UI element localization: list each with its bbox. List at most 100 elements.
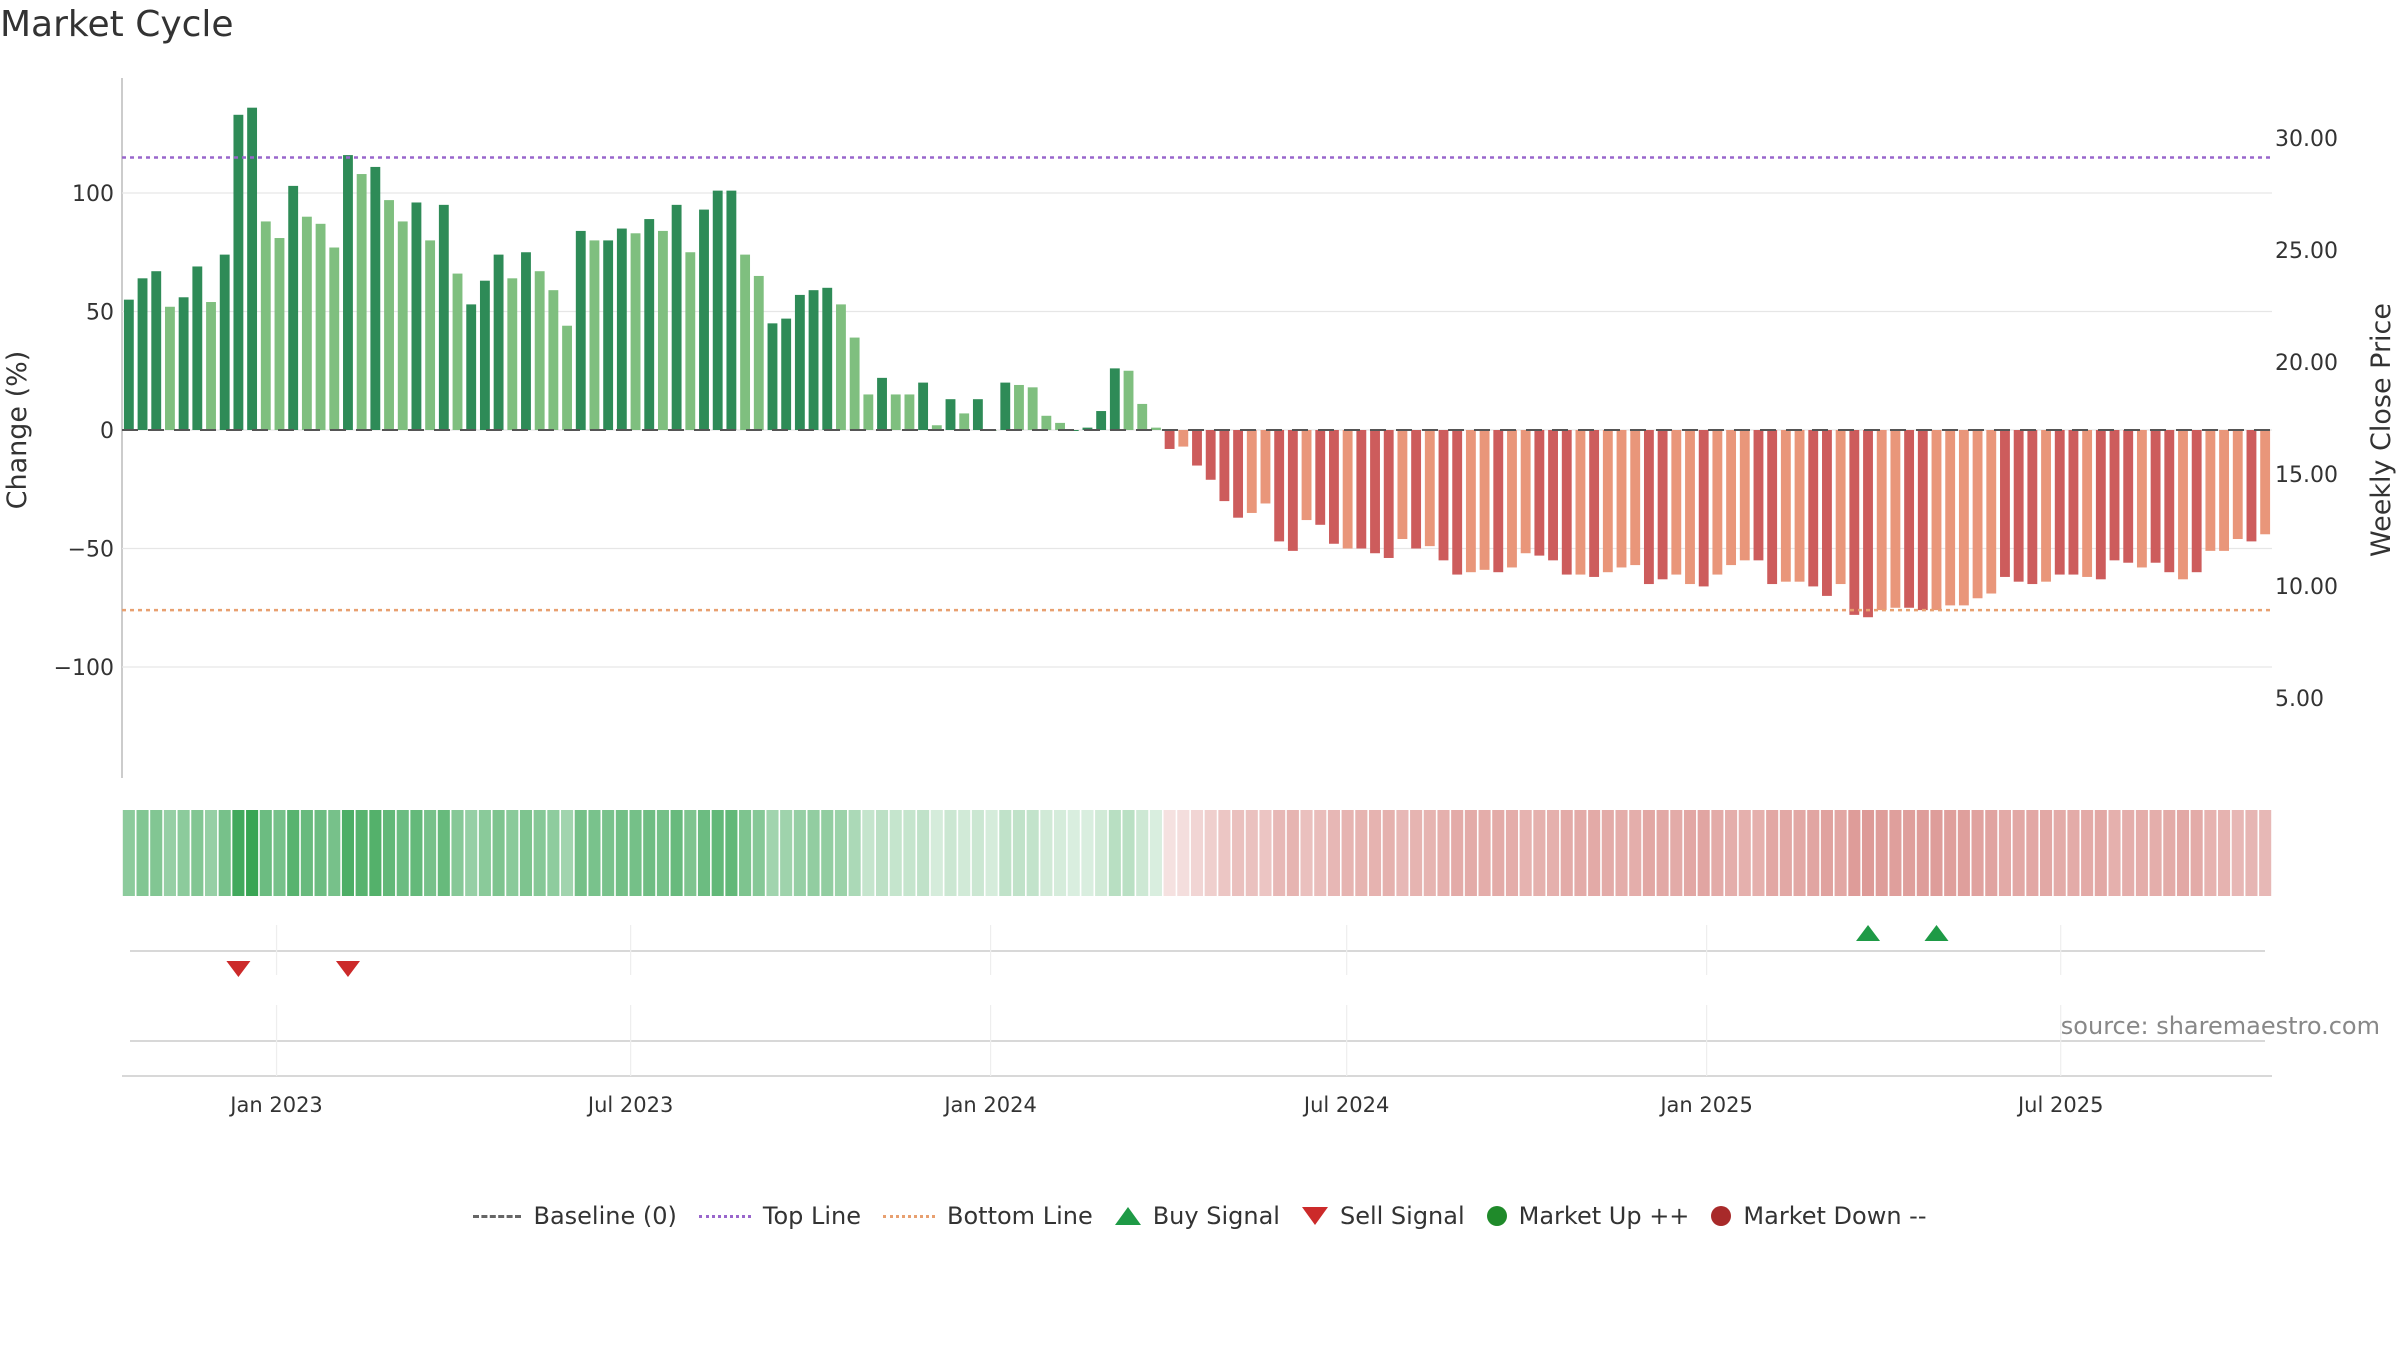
strip-cell: [1163, 810, 1176, 896]
strip-cell: [2053, 810, 2066, 896]
strip-cell: [2190, 810, 2203, 896]
bar: [863, 394, 874, 430]
bar: [2205, 430, 2216, 551]
strip-cell: [1204, 810, 1217, 896]
bar: [1027, 387, 1038, 430]
strip-cell: [2135, 810, 2148, 896]
bar: [918, 382, 929, 430]
bar: [1945, 430, 1956, 606]
bar: [1739, 430, 1750, 561]
bar: [521, 252, 531, 430]
source-credit: source: sharemaestro.com: [2060, 1012, 2380, 1040]
sell-signal-marker: [226, 961, 251, 977]
strip-cell: [1410, 810, 1423, 896]
strip-cell: [2204, 810, 2217, 896]
bar: [2178, 430, 2188, 580]
strip-cell: [848, 810, 861, 896]
strip-cell: [629, 810, 642, 896]
bar: [904, 394, 915, 430]
strip-cell: [793, 810, 806, 896]
strip-cell: [1136, 810, 1149, 896]
strip-cell: [1670, 810, 1683, 896]
bar: [1698, 430, 1709, 587]
bar: [2232, 430, 2243, 540]
strip-cell: [985, 810, 998, 896]
strip-cell: [670, 810, 683, 896]
strip-cell: [246, 810, 259, 896]
strip-cell: [875, 810, 889, 896]
bar: [1411, 430, 1422, 549]
strip-cell: [971, 810, 984, 896]
strip-cell: [2176, 810, 2190, 896]
strip-cell: [1766, 810, 1779, 896]
strip-cell: [862, 810, 875, 896]
strip-cell: [2245, 810, 2258, 896]
bar: [1712, 430, 1723, 575]
legend-item-bottom-line: Bottom Line: [883, 1202, 1093, 1230]
bar: [972, 399, 983, 430]
strip-cell: [300, 810, 313, 896]
bar: [945, 399, 956, 430]
bar: [2027, 430, 2038, 585]
legend-label-market-down: Market Down --: [1743, 1202, 1927, 1230]
strip-cell: [191, 810, 204, 896]
bar: [1342, 430, 1353, 549]
bar: [1917, 430, 1928, 611]
strip-cell: [1286, 810, 1299, 896]
strip-cell: [834, 810, 847, 896]
strip-cell: [122, 810, 135, 896]
green-dot-icon: [1486, 1206, 1507, 1226]
bar: [2068, 430, 2079, 575]
buy-signal-marker: [1924, 925, 1949, 941]
strip-cell: [588, 810, 601, 896]
x-tick-label: Jul 2023: [586, 1093, 673, 1117]
y-axis-title: Change (%): [2, 351, 33, 510]
strip-cell: [2012, 810, 2025, 896]
bar: [657, 230, 668, 430]
strip-cell: [287, 810, 300, 896]
strip-cell: [561, 810, 574, 896]
legend-label-sell-signal: Sell Signal: [1339, 1202, 1465, 1230]
strip-cell: [1505, 810, 1519, 896]
bar: [836, 304, 846, 430]
bar: [1575, 430, 1586, 575]
strip-cell: [1533, 810, 1546, 896]
red-dot-icon: [1711, 1206, 1732, 1226]
bar: [1849, 430, 1860, 615]
bar: [534, 271, 545, 430]
bar: [1685, 430, 1695, 585]
bar: [384, 200, 394, 430]
strip-cell: [889, 810, 902, 896]
bar: [644, 219, 655, 430]
bar: [1424, 430, 1435, 547]
bar: [1835, 430, 1846, 585]
strip-cell: [1327, 810, 1340, 896]
bar: [685, 252, 696, 430]
strip-cell: [410, 810, 423, 896]
bar: [616, 228, 627, 430]
bar: [315, 223, 326, 430]
strip-cell: [1615, 810, 1628, 896]
triangle-down-icon: [1301, 1207, 1328, 1225]
bar: [452, 273, 463, 430]
strip-cell: [725, 810, 738, 896]
strip-cell: [766, 810, 779, 896]
y-right-tick-label: 10.00: [2275, 575, 2338, 600]
y-right-tick-label: 25.00: [2275, 239, 2338, 264]
strip-cell: [2067, 810, 2080, 896]
strip-cell: [1190, 810, 1204, 896]
bar: [726, 190, 737, 430]
chart-title: Market Cycle: [0, 4, 234, 45]
bar: [206, 302, 216, 430]
bar: [753, 275, 764, 430]
strip-cell: [752, 810, 765, 896]
strip-cell: [917, 810, 930, 896]
bar: [343, 155, 353, 430]
bar: [356, 174, 367, 430]
bar: [274, 238, 285, 430]
bar: [808, 290, 819, 430]
bar: [740, 254, 751, 430]
legend-item-market-down: Market Down --: [1711, 1202, 1927, 1230]
strip-cell: [1601, 810, 1614, 896]
